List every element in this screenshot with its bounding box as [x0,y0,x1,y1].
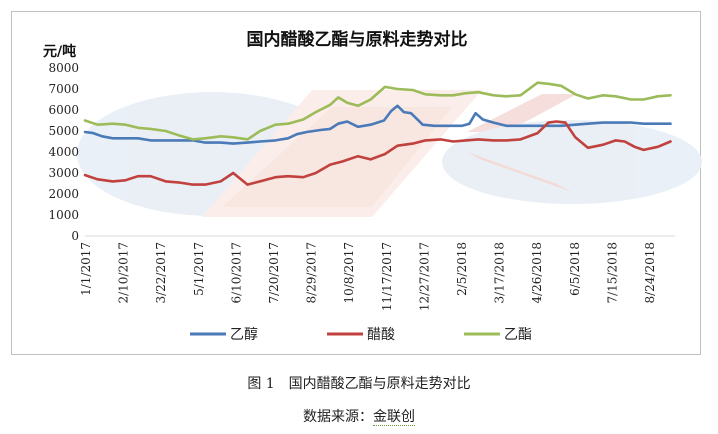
x-tick-label: 7/15/2018 [605,242,619,304]
data-source: 数据来源：金联创 [0,406,718,426]
watermark-logo [77,90,702,217]
y-tick-label: 7000 [48,82,79,96]
x-tick-label: 7/20/2017 [267,242,281,304]
x-tick-label: 12/27/2017 [417,242,431,311]
x-tick-label: 8/29/2017 [305,242,319,304]
y-tick-label: 3000 [48,166,79,180]
line-chart: 国内醋酸乙酯与原料走势对比 元/吨 8000 7000 6000 5000 4000 30… [43,29,702,343]
figure-caption: 图 1 国内醋酸乙酯与原料走势对比 [247,376,471,392]
x-tick-label: 10/8/2017 [342,242,356,304]
y-tick-label: 6000 [48,103,79,117]
chart-title: 国内醋酸乙酯与原料走势对比 [247,29,468,50]
y-tick-label: 2000 [48,187,79,201]
chart-frame: 国内醋酸乙酯与原料走势对比 元/吨 8000 7000 6000 5000 4000 30… [11,11,702,355]
y-tick-label: 1000 [48,208,79,222]
source-name: 金联创 [373,409,415,426]
x-tick-label: 4/26/2018 [530,242,544,304]
x-tick-label: 2/10/2017 [117,242,131,304]
legend: 乙醇 醋酸 乙酯 [190,326,532,343]
y-tick-label: 8000 [48,61,79,75]
x-tick-label: 8/24/2018 [643,242,657,304]
series-lines [83,81,672,186]
x-tick-label: 3/22/2017 [154,242,168,304]
x-tick-label: 1/1/2017 [79,242,93,296]
y-axis-ticks: 8000 7000 6000 5000 4000 3000 2000 1000 0 [48,61,79,243]
series-line [83,81,672,141]
x-tick-label: 2/5/2018 [455,242,469,296]
y-axis-label: 元/吨 [43,43,76,60]
y-tick-label: 4000 [48,145,79,159]
legend-label: 乙酯 [504,327,532,343]
y-tick-label: 5000 [48,124,79,138]
y-tick-label: 0 [71,229,79,243]
x-tick-label: 6/10/2017 [229,242,243,304]
source-prefix: 数据来源： [303,409,373,425]
x-axis-ticks: 1/1/2017 2/10/2017 3/22/2017 5/1/2017 6/10/2… [79,242,657,311]
series-line [83,104,672,145]
series-line [83,120,672,186]
legend-label: 醋酸 [367,327,395,343]
x-tick-label: 11/17/2017 [380,242,394,311]
legend-label: 乙醇 [230,326,258,343]
x-tick-label: 6/5/2018 [568,242,582,296]
x-tick-label: 3/17/2018 [493,242,507,304]
x-tick-label: 5/1/2017 [192,242,206,296]
